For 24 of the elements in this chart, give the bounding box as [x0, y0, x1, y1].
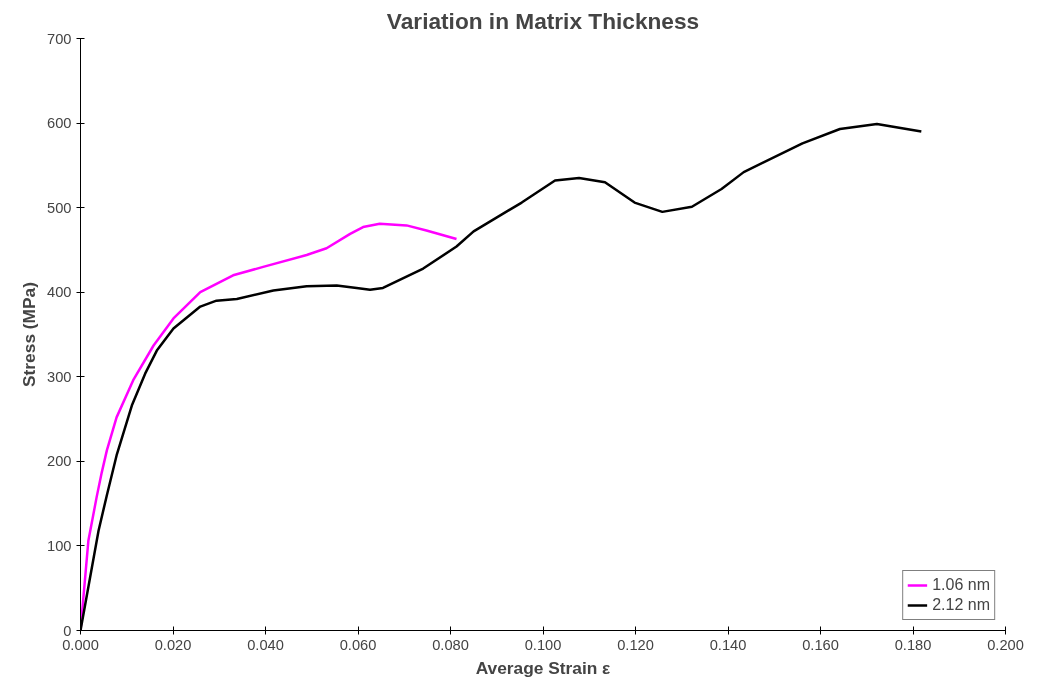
y-tick-label: 100	[47, 537, 72, 554]
y-tick-label: 700	[47, 30, 72, 47]
x-tick-label: 0.080	[432, 636, 469, 653]
y-tick-label: 400	[47, 284, 72, 301]
x-tick-label: 0.100	[524, 636, 562, 653]
y-axis-title: Stress (MPa)	[19, 282, 40, 387]
y-tick-label: 200	[47, 453, 72, 470]
x-tick-label: 0.060	[339, 636, 377, 653]
y-tick-label: 600	[47, 115, 72, 132]
x-tick-label: 0.200	[987, 636, 1024, 653]
x-tick-label: 0.020	[154, 636, 192, 653]
x-tick-label: 0.180	[894, 636, 932, 653]
chart-title: Variation in Matrix Thickness	[386, 7, 700, 34]
y-tick-label: 0	[63, 622, 72, 639]
x-tick-label: 0.040	[247, 636, 284, 653]
x-axis-title: Average Strain ε	[475, 657, 611, 678]
x-tick-label: 0.140	[709, 636, 747, 653]
y-tick-label: 300	[47, 368, 72, 385]
x-tick-label: 0.120	[617, 636, 654, 653]
y-tick-label: 500	[47, 199, 72, 216]
x-tick-label: 0.000	[62, 636, 99, 653]
legend-label: 2.12 nm	[932, 596, 990, 614]
legend-label: 1.06 nm	[932, 576, 990, 594]
x-tick-label: 0.160	[802, 636, 839, 653]
